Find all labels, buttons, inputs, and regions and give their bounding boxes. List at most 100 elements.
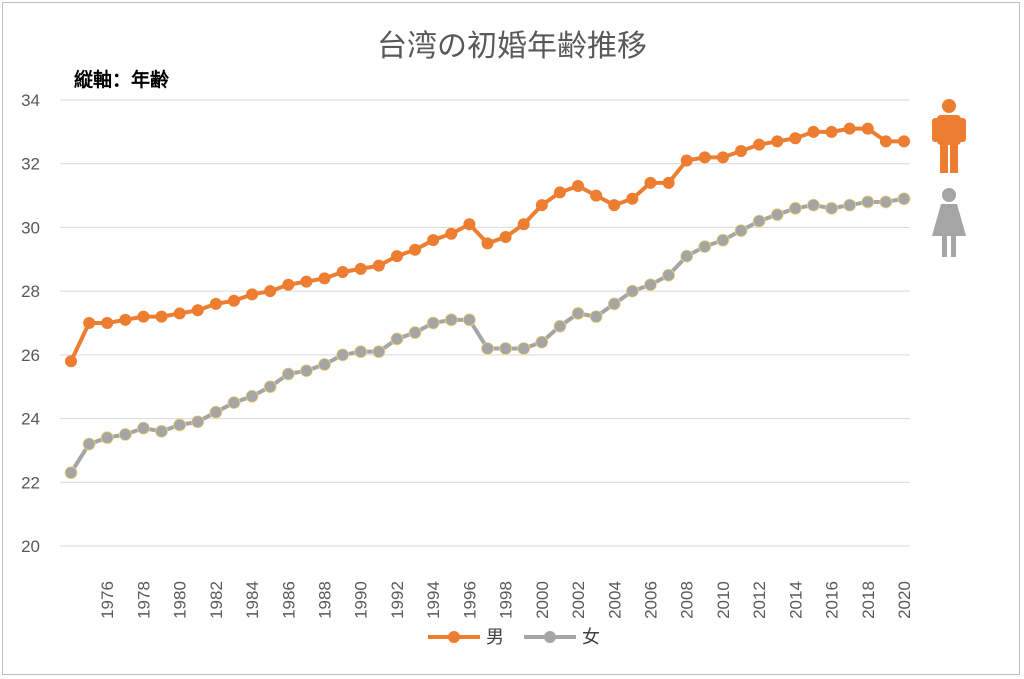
series-female [64,192,911,480]
data-point [372,259,385,272]
data-point [408,326,422,339]
data-point [553,319,567,333]
legend-item-female: 女 [524,627,600,648]
data-point [499,230,512,243]
data-point [644,176,657,189]
data-point [897,192,911,206]
x-tick-label: 2002 [569,581,588,619]
y-tick-label: 20 [21,537,40,556]
data-point [535,199,548,212]
y-axis-label: 縦軸：年齢 [74,68,170,91]
data-point [173,418,187,432]
data-point [535,335,549,349]
x-tick-label: 1978 [134,581,153,619]
legend: 男 女 [428,627,600,648]
data-point [752,214,766,228]
data-point [227,396,241,410]
data-point [64,466,78,480]
data-point [318,358,331,371]
data-point [281,367,295,381]
x-tick-label: 2020 [895,581,914,619]
data-point [83,317,96,329]
data-point [770,208,784,222]
data-point [444,313,458,327]
data-point [734,224,748,238]
data-point [608,199,621,212]
data-point [462,313,476,327]
data-point [662,176,675,189]
x-tick-label: 2008 [678,581,697,619]
data-point [264,285,277,298]
x-tick-label: 1976 [98,581,117,619]
data-point [354,345,368,359]
data-point [65,355,77,368]
data-point [716,151,729,164]
data-point [245,389,259,403]
y-tick-label: 32 [21,155,40,174]
x-tick-label: 1988 [316,581,335,619]
data-point [409,243,422,256]
data-point [698,151,711,164]
legend-item-male: 男 [428,627,504,648]
data-point [227,294,240,307]
data-point [101,317,114,329]
gridlines [60,99,910,547]
data-point [209,405,223,419]
x-tick-label: 1986 [279,581,298,619]
data-point [336,348,350,362]
data-point [590,189,603,202]
data-point [191,304,204,317]
data-point [698,240,712,253]
x-tick-labels: 1976 1978 1980 1982 1984 1986 1988 1990 1992 1994… [98,581,914,619]
y-tick-label: 26 [21,346,40,365]
x-tick-label: 1984 [243,581,262,619]
y-tick-labels: 20 22 24 26 28 30 32 34 [21,91,40,556]
x-tick-label: 1994 [424,581,443,619]
data-point [861,195,875,209]
data-point [300,275,313,288]
legend-label-female: 女 [582,627,600,648]
data-point [517,218,530,231]
data-point [825,201,838,215]
data-point [209,297,222,310]
x-tick-label: 1998 [497,581,516,619]
data-point [589,310,603,324]
y-tick-label: 22 [21,473,40,492]
data-point [118,428,132,441]
data-point [898,135,910,148]
data-point [390,332,404,346]
data-point [753,138,766,151]
x-tick-label: 1996 [460,581,479,619]
data-point [680,249,694,263]
data-point [861,122,874,135]
data-point [191,415,205,429]
data-point [625,284,639,298]
data-point [427,234,440,247]
data-point [100,431,114,445]
data-point [137,310,150,323]
data-point [336,266,349,279]
chart-title: 台湾の初婚年齢推移 [377,29,647,64]
data-point [788,201,802,215]
data-point [390,250,403,263]
data-point [372,345,386,359]
x-tick-label: 2012 [750,581,769,619]
data-point [807,198,820,212]
data-point [680,154,693,167]
data-point [300,364,313,378]
data-point [644,278,657,292]
data-point [517,342,531,355]
data-point [843,198,857,212]
y-tick-label: 30 [21,218,40,237]
x-tick-label: 1990 [352,581,371,619]
data-point [137,421,150,435]
data-point [173,307,186,320]
data-point [155,310,168,323]
data-point [426,316,440,330]
data-point [571,307,585,320]
data-point [572,180,585,193]
data-point [626,192,639,205]
x-tick-label: 2010 [714,581,733,619]
data-point [82,437,96,451]
